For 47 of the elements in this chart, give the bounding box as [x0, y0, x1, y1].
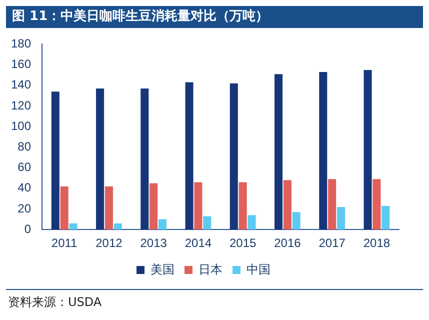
bar: [203, 216, 212, 230]
bar: [336, 206, 346, 230]
y-tick-label: 0: [24, 222, 32, 236]
y-tick-label: 20: [18, 201, 32, 216]
bar: [104, 186, 113, 230]
bar: [319, 72, 328, 230]
bar: [96, 88, 104, 230]
bar: [248, 215, 256, 230]
x-tick-label: 2015: [229, 236, 256, 250]
x-tick-label: 2016: [274, 236, 302, 250]
bar: [283, 180, 292, 230]
bar: [51, 92, 60, 230]
bar: [194, 182, 202, 230]
y-tick-label: 100: [10, 118, 32, 133]
bar: [185, 82, 194, 230]
bar: [238, 182, 247, 230]
bar: [364, 70, 372, 230]
bar: [372, 179, 381, 230]
legend-label: 日本: [198, 262, 222, 276]
y-tick-label: 180: [10, 36, 32, 51]
x-tick-label: 2018: [363, 236, 390, 250]
bar: [69, 223, 78, 230]
bar: [230, 83, 238, 230]
y-tick-label: 160: [10, 57, 32, 72]
y-tick-label: 40: [18, 180, 32, 195]
text: 资料来源：USDA: [8, 294, 102, 311]
legend-label: 中国: [246, 262, 270, 276]
y-tick-label: 80: [18, 140, 32, 154]
x-tick-label: 2011: [51, 236, 78, 250]
bar: [274, 74, 283, 230]
bar: [158, 219, 167, 230]
bar: [150, 183, 158, 230]
chart-title: 图 11：中美日咖啡生豆消耗量对比（万吨）: [6, 6, 423, 28]
bar: [292, 212, 300, 230]
x-tick-label: 2012: [96, 236, 123, 250]
x-tick-label: 2017: [318, 236, 346, 250]
bar: [60, 186, 68, 230]
y-tick-label: 140: [10, 78, 32, 92]
x-tick-label: 2014: [184, 236, 212, 250]
bar: [140, 88, 149, 230]
bar: [114, 223, 122, 230]
x-tick-label: 2013: [140, 236, 168, 250]
bar: [328, 179, 336, 230]
y-tick-label: 120: [10, 98, 32, 112]
bar: [382, 206, 390, 230]
legend-label: 美国: [150, 262, 174, 276]
y-tick-label: 60: [18, 160, 32, 174]
